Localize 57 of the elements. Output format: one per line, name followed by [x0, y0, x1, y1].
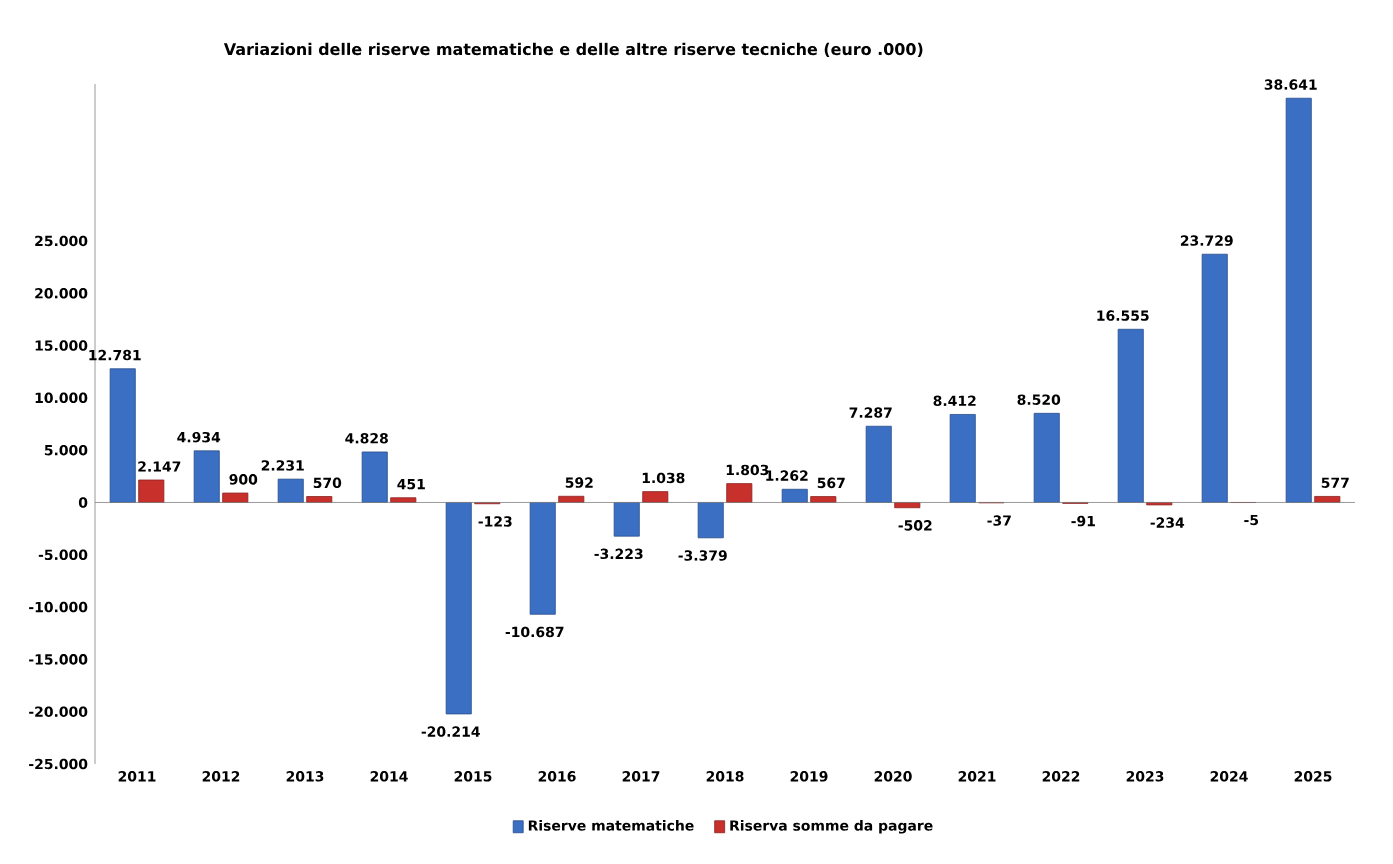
data-label: 38.641 — [1264, 79, 1317, 90]
x-tick-label: 2016 — [538, 771, 576, 782]
y-tick-label: -20.000 — [29, 706, 88, 717]
data-label: 7.287 — [849, 407, 892, 418]
y-tick-label: -15.000 — [29, 654, 88, 665]
y-tick-label: 10.000 — [35, 392, 88, 404]
data-label: -3.379 — [678, 550, 727, 561]
data-label: 8.412 — [933, 395, 976, 407]
legend-label: Riserve matematiche — [528, 819, 694, 831]
legend-label: Riserva somme da pagare — [730, 819, 933, 834]
x-tick-label: 2017 — [622, 771, 660, 782]
data-label: 1.038 — [642, 472, 685, 484]
data-label: 12.781 — [89, 349, 141, 361]
data-label: -37 — [987, 515, 1011, 526]
data-label: -3.223 — [594, 548, 643, 560]
x-tick-label: 2021 — [958, 771, 996, 782]
data-label: 4.828 — [345, 433, 388, 444]
x-tick-label: 2018 — [706, 771, 744, 782]
data-label: -5 — [1244, 514, 1259, 526]
data-label: -234 — [1150, 517, 1185, 528]
data-label: 8.520 — [1017, 394, 1061, 405]
x-tick-label: 2015 — [454, 771, 492, 782]
y-tick-label: 20.000 — [35, 287, 88, 299]
y-tick-label: 15.000 — [35, 340, 88, 351]
y-tick-label: 0 — [78, 497, 88, 508]
x-tick-label: 2024 — [1210, 771, 1248, 782]
data-label: 2.231 — [261, 460, 304, 471]
x-tick-label: 2012 — [202, 771, 240, 782]
data-label: 567 — [817, 477, 845, 489]
x-tick-label: 2020 — [874, 771, 912, 782]
x-tick-label: 2023 — [1126, 771, 1164, 782]
y-tick-label: 5.000 — [44, 444, 88, 456]
data-label: 4.934 — [177, 431, 221, 443]
x-tick-label: 2011 — [118, 771, 156, 782]
y-tick-label: -25.000 — [29, 758, 88, 770]
y-tick-label: -10.000 — [29, 601, 88, 613]
data-label: -10.687 — [505, 626, 564, 638]
data-label: 900 — [229, 474, 258, 485]
data-label: 2.147 — [138, 461, 181, 472]
data-label: -20.214 — [421, 726, 480, 737]
y-tick-label: -5.000 — [38, 549, 88, 561]
data-label: 592 — [565, 477, 593, 488]
data-label: 23.729 — [1180, 235, 1233, 246]
data-label: 16.555 — [1097, 310, 1149, 321]
y-tick-label: 25.000 — [35, 235, 88, 247]
chart-title: Variazioni delle riserve matematiche e delle altre riserve tecniche (euro .000) — [223, 42, 923, 58]
data-label: 451 — [397, 479, 425, 490]
data-label: -502 — [898, 520, 932, 531]
data-label: -91 — [1071, 515, 1095, 527]
x-tick-label: 2025 — [1294, 771, 1332, 782]
x-tick-label: 2014 — [370, 771, 408, 782]
x-tick-label: 2022 — [1042, 771, 1080, 782]
x-tick-label: 2019 — [790, 771, 828, 782]
x-tick-label: 2013 — [286, 771, 324, 782]
data-label: -123 — [478, 516, 512, 527]
data-label: 570 — [313, 477, 342, 489]
data-label: 577 — [1321, 477, 1349, 489]
